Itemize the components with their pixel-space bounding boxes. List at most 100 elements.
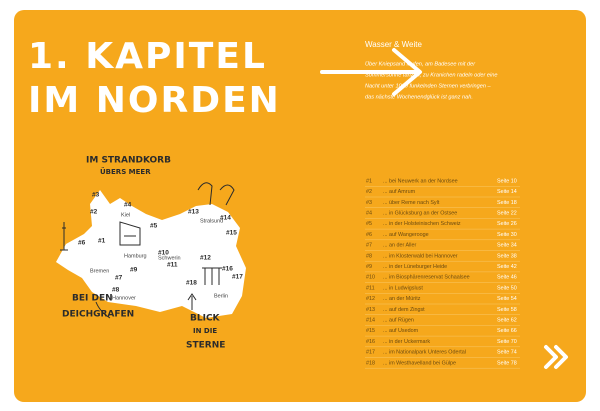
toc-page: Seite 50: [497, 285, 517, 291]
toc-text: ... auf dem Zingst: [383, 307, 425, 313]
toc-page: Seite 34: [497, 243, 517, 249]
city-name: Berlin: [214, 293, 228, 299]
toc-page: Seite 66: [497, 328, 517, 334]
toc-text: ... auf Rügen: [383, 318, 414, 324]
intro-text: Über Kniepsand laufen, am Badesee mit de…: [365, 60, 476, 67]
map-label: ÜBERS MEER: [100, 167, 151, 176]
map-label: STERNE: [186, 341, 225, 351]
map-shape: [56, 190, 246, 318]
city-name: Bremen: [90, 268, 109, 274]
toc-text: ... auf Amrum: [383, 189, 416, 195]
toc-number: #5: [366, 221, 372, 227]
toc-number: #14: [366, 318, 375, 324]
toc-text: ... im Nationalpark Unteres Odertal: [383, 350, 466, 356]
map-marker: #18: [186, 280, 197, 287]
toc-page: Seite 14: [497, 189, 517, 195]
toc-number: #9: [366, 264, 372, 270]
map-marker: #2: [90, 209, 98, 216]
toc-number: #13: [366, 307, 375, 313]
map-marker: #13: [188, 209, 199, 216]
toc-page: Seite 22: [497, 211, 517, 217]
map-label: BEI DEN: [72, 294, 113, 304]
arrow: [320, 48, 422, 96]
title: IM NORDEN: [28, 80, 281, 121]
intro-text: Sommersonne tanzen, zu Kranichen radeln …: [365, 72, 497, 78]
city-name: Hamburg: [124, 253, 147, 259]
toc-page: Seite 70: [497, 339, 517, 345]
city-name: Kiel: [121, 212, 130, 218]
map-marker: #15: [226, 230, 237, 237]
map-marker: #4: [124, 202, 132, 209]
map-label: IM STRANDKORB: [86, 156, 171, 166]
toc-page: Seite 42: [497, 264, 517, 270]
map-marker: #16: [222, 266, 233, 273]
map-marker: #6: [78, 240, 86, 247]
toc-text: ... an der Aller: [383, 243, 416, 249]
map-marker: #8: [112, 287, 120, 294]
toc-page: Seite 54: [497, 296, 517, 302]
intro-text: das nächste Wochenendglück ist ganz nah.: [365, 94, 473, 100]
toc-text: ... im Biosphärenreservat Schaalsee: [383, 275, 470, 281]
map-marker: #9: [130, 267, 138, 274]
map-label: BLICK: [190, 314, 221, 324]
toc-number: #4: [366, 211, 372, 217]
next-icon[interactable]: [544, 345, 568, 369]
toc-number: #12: [366, 296, 375, 302]
toc-number: #15: [366, 328, 375, 334]
toc-text: ... im Klosterwald bei Hannover: [383, 253, 458, 259]
intro-heading: Wasser & Weite: [365, 40, 422, 49]
toc-number: #3: [366, 200, 372, 206]
toc-page: Seite 30: [497, 232, 517, 238]
map-marker: #11: [167, 262, 178, 269]
toc-page: Seite 18: [497, 200, 517, 206]
map-marker: #10: [158, 250, 169, 257]
map-marker: #17: [232, 274, 243, 281]
title: 1. KAPITEL: [28, 36, 267, 77]
map-marker: #3: [92, 192, 100, 199]
toc-text: ... auf Usedom: [383, 328, 419, 334]
map-label: DEICHGRAFEN: [62, 310, 134, 320]
toc-number: #7: [366, 243, 372, 249]
toc-page: Seite 78: [497, 360, 517, 366]
toc-number: #8: [366, 253, 372, 259]
toc-page: Seite 46: [497, 275, 517, 281]
toc-page: Seite 26: [497, 221, 517, 227]
city-name: Schwerin: [158, 255, 181, 261]
toc-page: Seite 58: [497, 307, 517, 313]
toc-number: #16: [366, 339, 375, 345]
toc-page: Seite 74: [497, 350, 517, 356]
toc-text: ... über Reme nach Sylt: [383, 200, 440, 206]
city-name: Hannover: [112, 295, 136, 301]
toc-number: #17: [366, 350, 375, 356]
toc-text: ... im Westhavelland bei Gülpe: [383, 360, 456, 366]
toc-number: #1: [366, 178, 372, 184]
toc-text: ... auf Wangerooge: [383, 232, 429, 238]
city-name: Stralsund: [200, 218, 223, 224]
toc-number: #10: [366, 275, 375, 281]
toc-text: ... in der Lüneburger Heide: [383, 264, 447, 270]
toc-page: Seite 10: [497, 178, 517, 184]
toc-page: Seite 62: [497, 318, 517, 324]
intro-text: Nacht unter 1000 funkelnden Sternen verb…: [365, 83, 492, 89]
toc-page: Seite 38: [497, 253, 517, 259]
toc-text: ... in Ludwigslust: [383, 285, 423, 291]
toc-text: ... an der Müritz: [383, 296, 421, 302]
map-marker: #1: [98, 238, 106, 245]
map-marker: #7: [115, 275, 123, 282]
toc-text: ... in der Holsteinischen Schweiz: [383, 221, 461, 227]
toc-number: #11: [366, 285, 375, 291]
map-icons: [60, 182, 235, 319]
map-marker: #12: [200, 255, 211, 262]
toc-text: ... in Glücksburg an der Ostsee: [383, 211, 457, 217]
map-marker: #5: [150, 223, 158, 230]
toc-text: ... bei Neuwerk an der Nordsee: [383, 178, 458, 184]
map-marker: #14: [220, 215, 231, 222]
toc-text: ... in der Uckermark: [383, 339, 430, 345]
toc-number: #6: [366, 232, 372, 238]
toc-number: #18: [366, 360, 375, 366]
toc-number: #2: [366, 189, 372, 195]
map-label: IN DIE: [193, 327, 217, 335]
